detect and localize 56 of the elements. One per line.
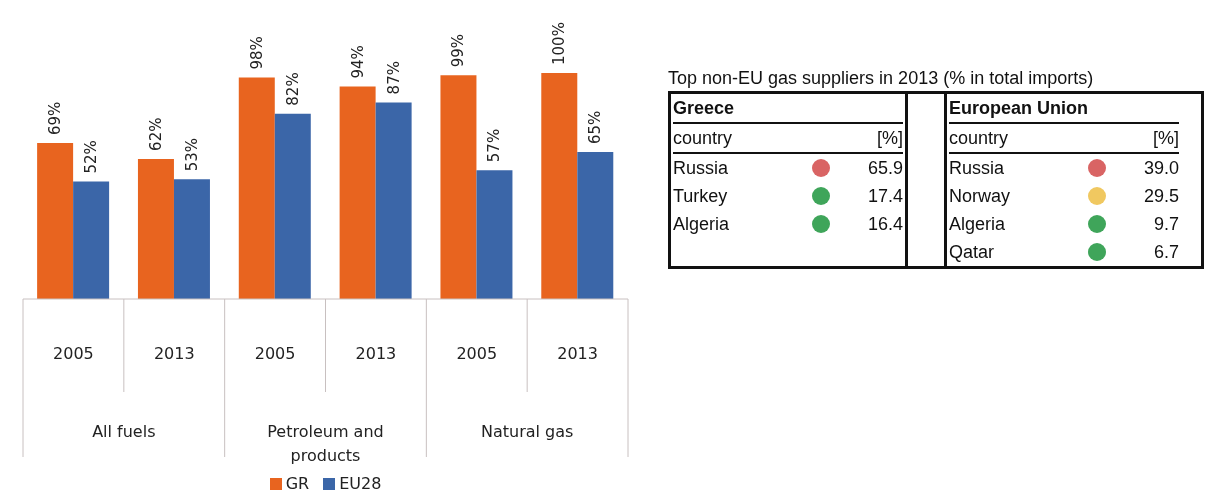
category-label: Russia <box>949 157 1006 180</box>
bar <box>440 75 477 299</box>
text: Top non-EU gas suppliers in 2013 (% in total imports) <box>668 68 1095 89</box>
data-label: 52% <box>82 140 101 174</box>
data-label: 57% <box>485 128 504 163</box>
x-tick-label: 2013 <box>355 344 397 363</box>
legend-label: GR <box>284 474 310 493</box>
data-label: 17.4 <box>866 185 903 208</box>
bar <box>274 113 311 299</box>
data-label: 98% <box>247 36 266 70</box>
bar <box>73 181 110 299</box>
text: All fuels <box>92 422 156 441</box>
data-label: 100% <box>550 22 569 65</box>
text: Petroleum and products <box>267 422 384 465</box>
x-tick-label: 2013 <box>557 344 598 363</box>
bar <box>37 143 74 299</box>
data-label: 39.0 <box>1142 157 1179 180</box>
bar <box>339 86 376 299</box>
text: European Union <box>949 94 1179 124</box>
x-tick-label: 2005 <box>456 344 498 363</box>
data-label: 29.5 <box>1142 185 1179 208</box>
category-label: Algeria <box>673 213 731 236</box>
text: Natural gas <box>480 422 574 441</box>
data-label: 65% <box>586 110 605 145</box>
text: country <box>673 127 733 150</box>
data-label: 62% <box>146 117 165 151</box>
x-tick-label: 2013 <box>153 344 195 363</box>
bar <box>476 170 513 299</box>
data-label: 87% <box>384 61 403 95</box>
data-label: 53% <box>182 137 201 172</box>
category-label: Algeria <box>949 213 1007 236</box>
text: [%] <box>876 127 903 150</box>
legend-label: EU28 <box>338 474 382 493</box>
data-label: 6.7 <box>1152 241 1179 264</box>
data-label: 65.9 <box>866 157 903 180</box>
category-label: Qatar <box>949 241 996 264</box>
data-label: 82% <box>283 72 302 106</box>
data-label: 69% <box>46 101 65 136</box>
bar <box>173 179 210 299</box>
bar <box>541 73 578 299</box>
category-label: Turkey <box>673 185 729 208</box>
data-label: 94% <box>348 45 367 79</box>
bar <box>375 102 412 299</box>
x-tick-label: 2005 <box>53 344 94 363</box>
category-label: Norway <box>949 185 1011 208</box>
bar <box>137 158 174 299</box>
text: Greece <box>673 94 903 124</box>
text: country <box>949 127 1009 150</box>
text: [%] <box>1152 127 1179 150</box>
bar <box>238 77 275 299</box>
data-label: 16.4 <box>866 213 903 236</box>
data-label: 9.7 <box>1152 213 1179 236</box>
category-label: Russia <box>673 157 730 180</box>
data-label: 99% <box>449 33 468 68</box>
x-tick-label: 2005 <box>254 344 296 363</box>
bar <box>577 152 614 299</box>
